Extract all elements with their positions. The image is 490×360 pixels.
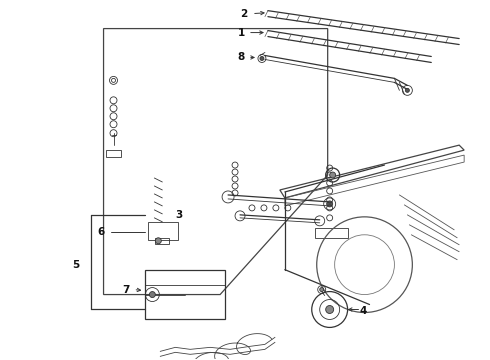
Bar <box>155 238 169 244</box>
Text: 3: 3 <box>175 210 182 220</box>
Circle shape <box>112 78 116 82</box>
Bar <box>148 222 178 240</box>
Text: 7: 7 <box>122 284 130 294</box>
Text: 1: 1 <box>238 28 245 37</box>
Text: 4: 4 <box>360 306 367 316</box>
Bar <box>105 150 122 157</box>
Text: 2: 2 <box>240 9 247 19</box>
Circle shape <box>405 88 409 92</box>
Circle shape <box>326 306 334 314</box>
Circle shape <box>149 292 155 298</box>
Circle shape <box>319 288 324 292</box>
Circle shape <box>155 238 161 244</box>
Text: 5: 5 <box>73 260 80 270</box>
Circle shape <box>260 57 264 60</box>
Circle shape <box>327 201 333 207</box>
Circle shape <box>330 172 336 178</box>
Text: 6: 6 <box>98 227 105 237</box>
Text: 8: 8 <box>237 53 245 63</box>
